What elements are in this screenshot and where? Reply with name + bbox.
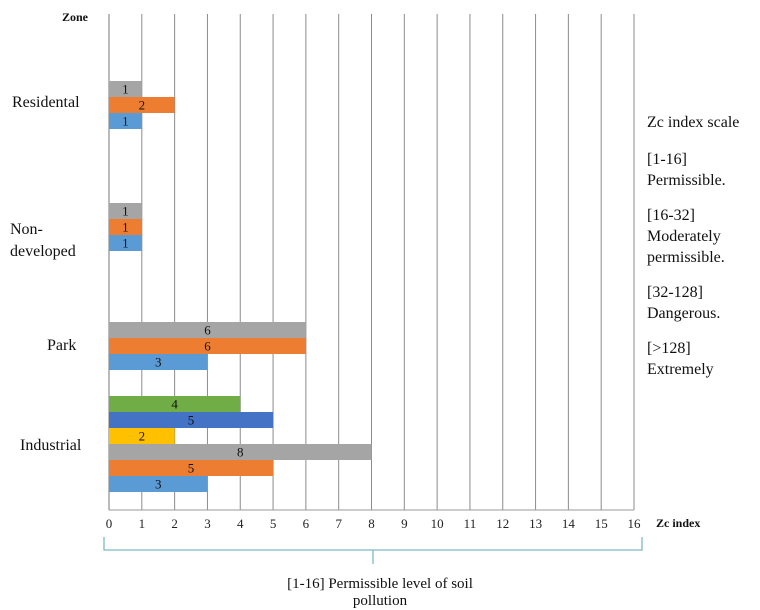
bar bbox=[109, 460, 274, 476]
data-label: 5 bbox=[188, 461, 195, 476]
data-label: 5 bbox=[188, 413, 195, 428]
x-axis-title: Zc index bbox=[656, 516, 700, 530]
bar bbox=[109, 428, 175, 444]
data-label: 2 bbox=[139, 429, 146, 444]
x-tick-label: 11 bbox=[464, 516, 477, 531]
scale-range: [32-128] bbox=[647, 284, 703, 301]
permissible-level-note: [1-16] Permissible level of soil polluti… bbox=[287, 576, 473, 609]
scale-label: Permissible. bbox=[647, 172, 726, 189]
category-label: Park bbox=[47, 337, 76, 354]
x-tick-label: 13 bbox=[529, 516, 542, 531]
bar bbox=[109, 322, 306, 338]
scale-item-dangerous: [32-128] Dangerous. bbox=[647, 282, 759, 324]
data-label: 3 bbox=[155, 477, 162, 492]
scale-item-extreme: [>128] Extremely bbox=[647, 338, 759, 380]
x-tick-label: 14 bbox=[562, 516, 576, 531]
bar bbox=[109, 235, 142, 251]
x-tick-label: 1 bbox=[139, 516, 146, 531]
x-tick-label: 5 bbox=[270, 516, 277, 531]
bar bbox=[109, 113, 142, 129]
bar bbox=[109, 396, 241, 412]
x-tick-label: 6 bbox=[303, 516, 310, 531]
bar bbox=[109, 476, 208, 492]
category-label: Industrial bbox=[20, 437, 82, 454]
scale-item-permissible: [1-16] Permissible. bbox=[647, 149, 759, 191]
x-tick-label: 7 bbox=[335, 516, 342, 531]
category-label: Non-developed bbox=[10, 221, 76, 260]
bar bbox=[109, 412, 274, 428]
scale-range: [16-32] bbox=[647, 207, 695, 224]
data-label: 1 bbox=[122, 114, 129, 129]
bar bbox=[109, 203, 142, 219]
category-labels: Residental Non-developed Park Industrial bbox=[10, 94, 82, 454]
bar bbox=[109, 444, 372, 460]
range-bracket bbox=[103, 537, 643, 564]
data-label: 2 bbox=[139, 98, 146, 113]
x-tick-label: 9 bbox=[401, 516, 408, 531]
data-label: 1 bbox=[122, 204, 129, 219]
bar bbox=[109, 97, 175, 113]
data-label: 3 bbox=[155, 355, 162, 370]
scale-title: Zc index scale bbox=[647, 114, 740, 131]
scale-range: [>128] bbox=[647, 340, 691, 357]
x-tick-labels: 0 1 2 3 4 5 6 7 8 9 10 11 12 13 14 15 16 bbox=[106, 516, 641, 531]
data-label: 6 bbox=[204, 339, 211, 354]
x-tick-label: 10 bbox=[431, 516, 444, 531]
bar bbox=[109, 81, 142, 97]
bar bbox=[109, 338, 306, 354]
x-tick-label: 12 bbox=[496, 516, 509, 531]
x-tick-label: 3 bbox=[204, 516, 211, 531]
bar-series bbox=[109, 81, 372, 492]
scale-label: Dangerous. bbox=[647, 305, 721, 322]
x-tick-label: 2 bbox=[171, 516, 178, 531]
y-axis-title: Zone bbox=[62, 10, 89, 24]
scale-item-moderate: [16-32] Moderately permissible. bbox=[647, 205, 759, 268]
scale-label: Extremely bbox=[647, 361, 714, 378]
bar bbox=[109, 219, 142, 235]
data-label: 8 bbox=[237, 445, 244, 460]
data-label: 6 bbox=[204, 323, 211, 338]
scale-range: [1-16] bbox=[647, 151, 687, 168]
data-label: 4 bbox=[171, 397, 178, 412]
data-label: 1 bbox=[122, 236, 129, 251]
x-tick-label: 15 bbox=[595, 516, 608, 531]
x-tick-label: 4 bbox=[237, 516, 244, 531]
zc-scale-legend: Zc index scale [1-16] Permissible. [16-3… bbox=[647, 112, 759, 394]
data-label: 1 bbox=[122, 220, 129, 235]
x-tick-label: 16 bbox=[628, 516, 642, 531]
category-label: Residental bbox=[12, 94, 80, 111]
gridlines bbox=[108, 14, 635, 511]
data-label: 1 bbox=[122, 82, 129, 97]
scale-label: Moderately permissible. bbox=[647, 228, 725, 266]
bar bbox=[109, 354, 208, 370]
x-tick-label: 8 bbox=[368, 516, 375, 531]
x-tick-label: 0 bbox=[106, 516, 113, 531]
